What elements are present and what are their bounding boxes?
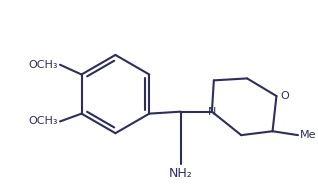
Text: OCH₃: OCH₃ bbox=[29, 60, 58, 70]
Text: O: O bbox=[280, 91, 289, 101]
Text: N: N bbox=[208, 107, 216, 117]
Text: NH₂: NH₂ bbox=[169, 167, 192, 180]
Text: Me: Me bbox=[300, 130, 316, 140]
Text: OCH₃: OCH₃ bbox=[29, 116, 58, 126]
